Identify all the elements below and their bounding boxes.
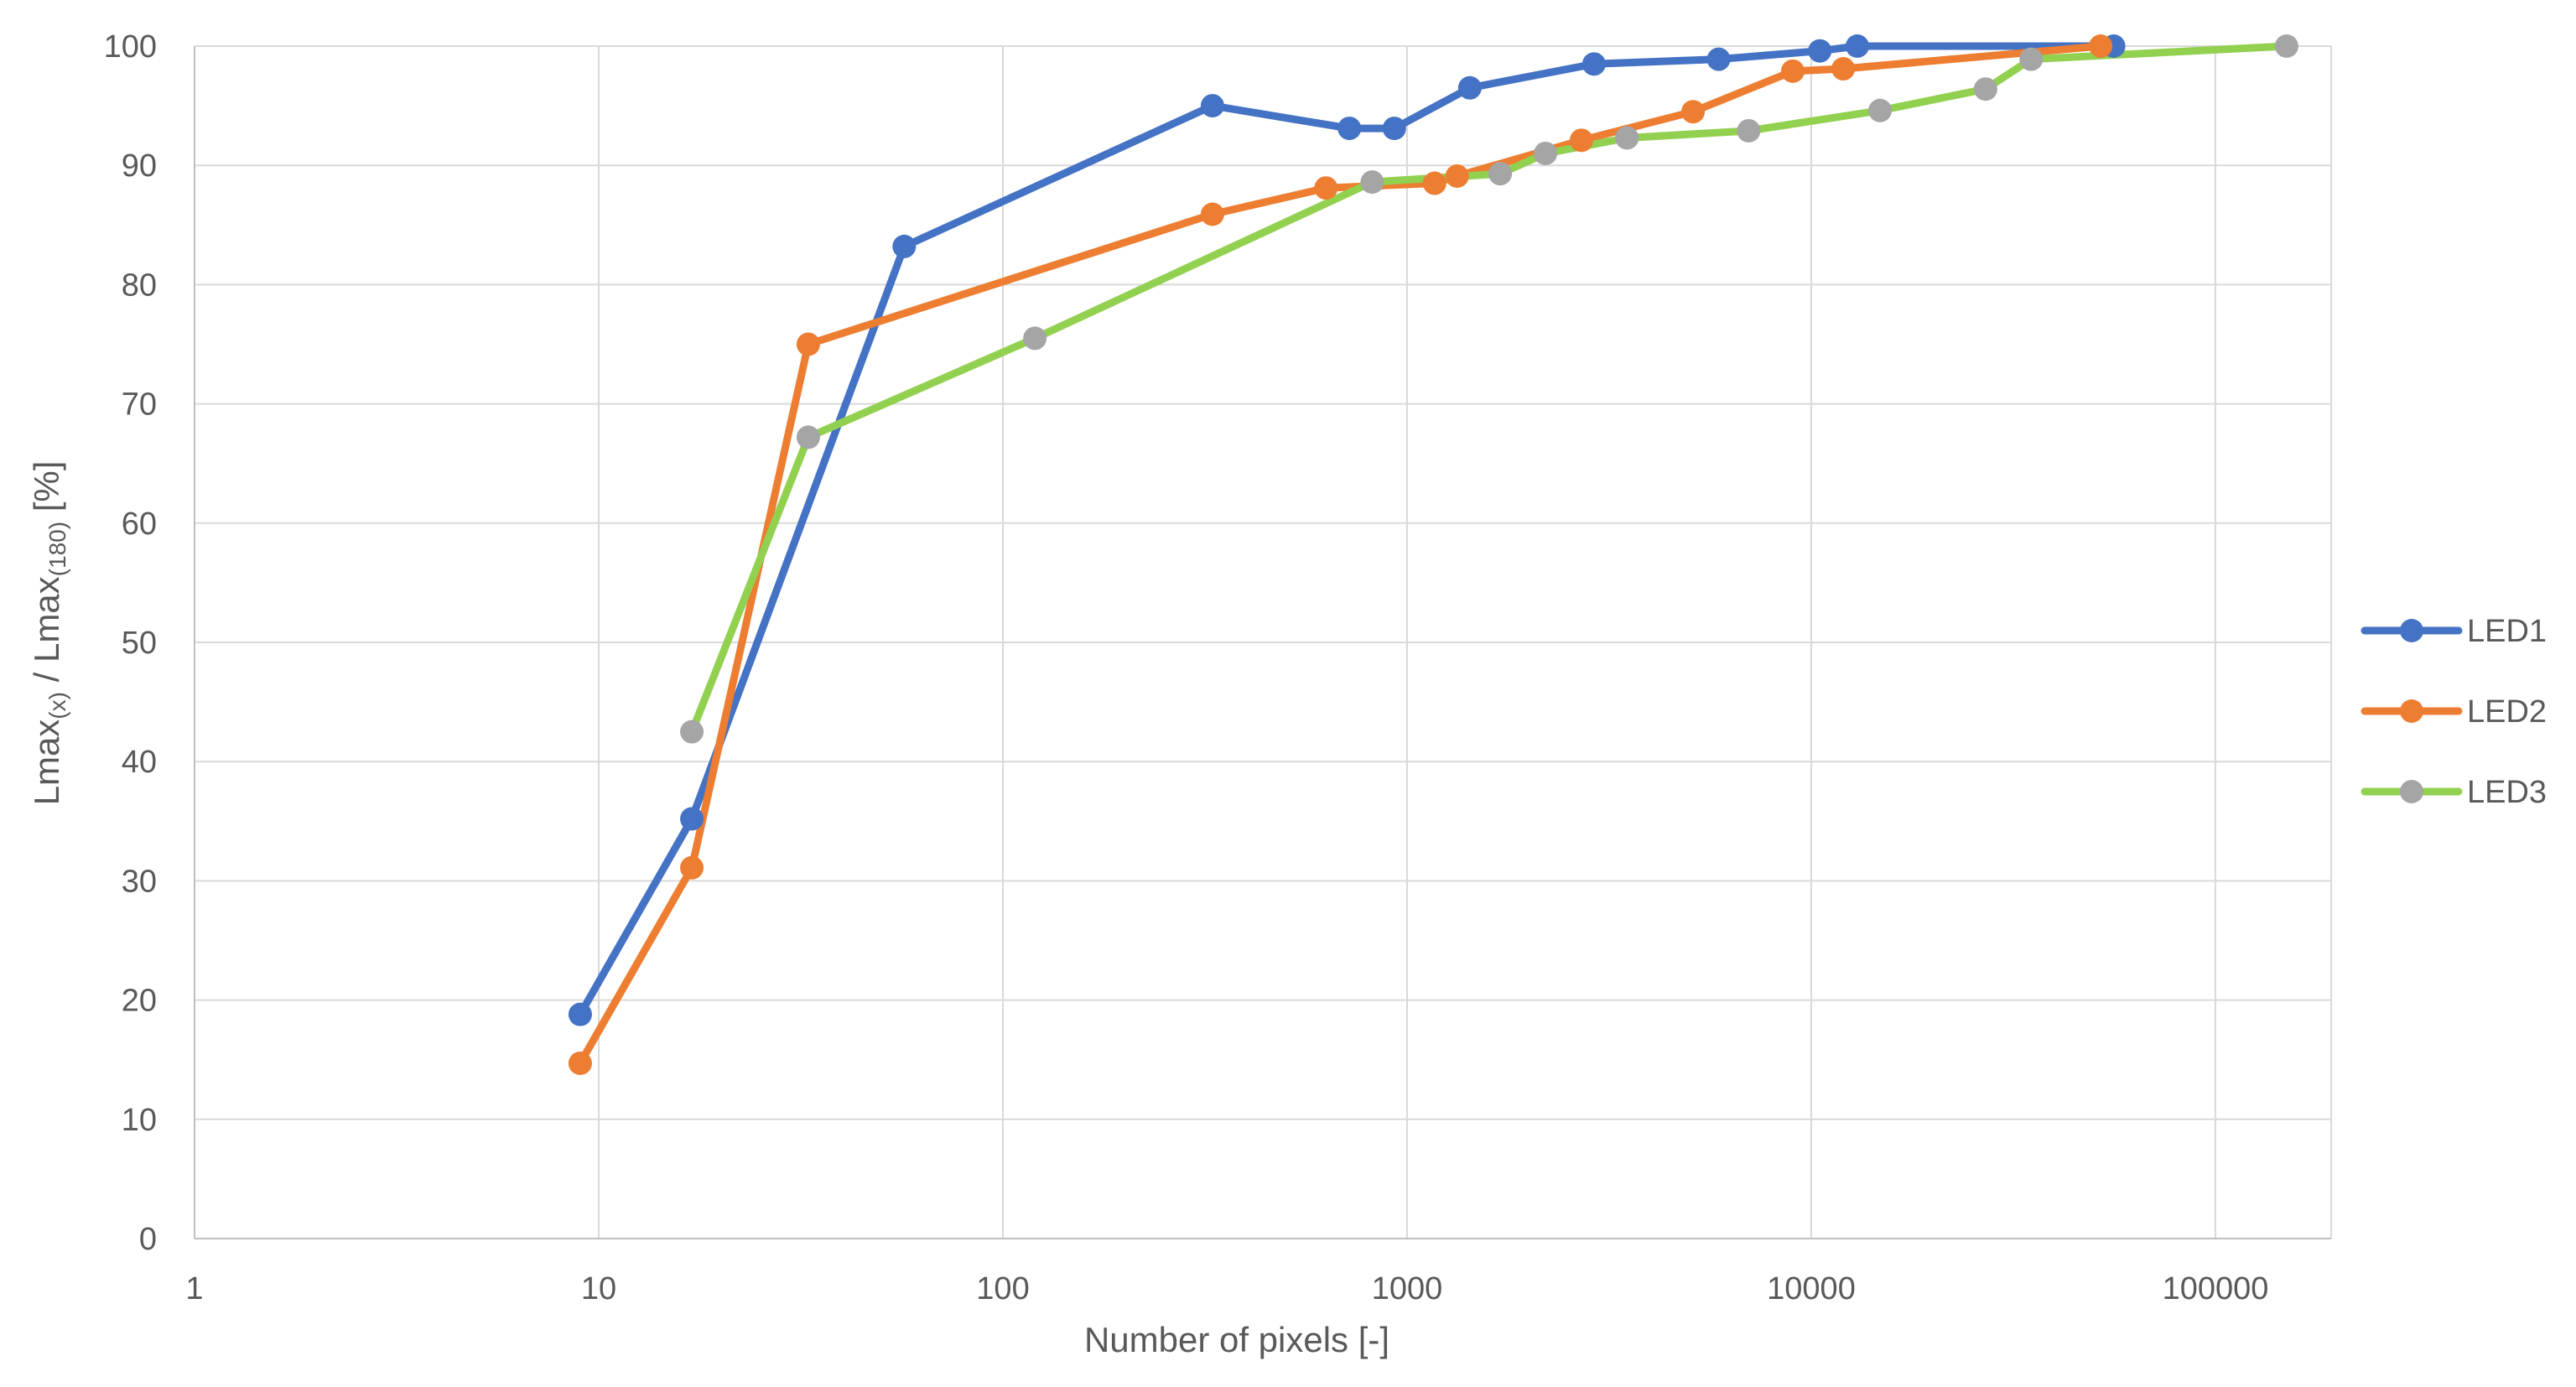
data-point-led1 <box>1845 34 1869 58</box>
legend-label: LED2 <box>2467 694 2547 730</box>
data-point-led3 <box>1868 98 1893 122</box>
y-tick-label: 90 <box>122 148 157 184</box>
legend-swatch-marker <box>2400 699 2423 723</box>
y-tick-label: 40 <box>122 745 157 780</box>
y-tick-label: 60 <box>122 506 157 542</box>
x-axis-title: Number of pixels [-] <box>1084 1320 1389 1359</box>
legend-item-led2: LED2 <box>2360 694 2547 730</box>
series-points <box>568 34 2298 1075</box>
data-point-led2 <box>1780 59 1805 83</box>
data-point-led2 <box>1422 171 1446 195</box>
data-point-led3 <box>1360 170 1384 195</box>
data-point-led2 <box>568 1051 592 1075</box>
data-point-led1 <box>1706 47 1731 71</box>
series-line-led3 <box>688 42 2291 736</box>
data-point-led1 <box>1581 52 1606 76</box>
axes <box>194 46 2331 1239</box>
legend-item-led3: LED3 <box>2360 775 2547 810</box>
data-point-led2 <box>1200 202 1224 226</box>
y-tick-label: 0 <box>139 1222 157 1257</box>
data-point-led1 <box>1337 117 1362 141</box>
data-point-led2 <box>1569 128 1593 153</box>
x-tick-labels: 1 10 100 1000 10000 100000 <box>185 1271 2268 1306</box>
y-tick-label: 70 <box>122 387 157 423</box>
y-tick-label: 20 <box>122 984 157 1019</box>
data-point-led2 <box>680 855 704 880</box>
legend-label: LED1 <box>2467 614 2547 649</box>
legend-item-led1: LED1 <box>2360 614 2547 649</box>
y-tick-label: 80 <box>122 268 157 303</box>
data-point-led3 <box>1534 141 1558 165</box>
y-tick-label: 30 <box>122 864 157 899</box>
legend-swatch-marker <box>2400 619 2423 642</box>
data-point-led3 <box>1737 118 1761 143</box>
data-point-led1 <box>680 807 704 831</box>
y-tick-labels: 0 10 20 30 40 50 60 70 80 90 100 <box>104 29 157 1257</box>
y-axis-title-part: Lmax <box>27 719 66 806</box>
x-tick-label: 100000 <box>2163 1271 2269 1306</box>
x-tick-label: 10 <box>581 1271 616 1306</box>
data-point-led1 <box>892 234 917 258</box>
data-point-led3 <box>796 425 820 449</box>
series-lines <box>576 42 2291 1068</box>
legend-label: LED3 <box>2467 775 2547 810</box>
data-point-led3 <box>1973 77 1997 101</box>
data-point-led2 <box>796 332 820 356</box>
data-point-led2 <box>1681 100 1706 124</box>
data-point-led1 <box>1382 117 1406 141</box>
y-tick-label: 50 <box>122 626 157 661</box>
grid-lines <box>195 45 2332 1239</box>
legend-swatch-marker <box>2400 780 2423 803</box>
data-point-led1 <box>1200 94 1224 118</box>
data-point-led3 <box>1488 162 1513 186</box>
data-point-led3 <box>2019 47 2044 71</box>
y-axis-title-part: [%] <box>27 461 66 522</box>
data-point-led3 <box>1615 126 1639 150</box>
data-point-led1 <box>1808 39 1832 63</box>
data-point-led3 <box>2274 34 2298 58</box>
x-tick-label: 1 <box>185 1271 203 1306</box>
data-point-led3 <box>1023 326 1047 351</box>
y-axis-title-subscript: (x) <box>44 692 70 719</box>
legend: LED1 LED2 LED3 <box>2360 614 2547 810</box>
y-axis-title-part: / Lmax <box>27 576 66 692</box>
y-axis-title: Lmax(x) / Lmax(180) [%] <box>27 461 70 806</box>
data-point-led2 <box>2089 34 2113 58</box>
x-tick-label: 100 <box>976 1271 1029 1306</box>
y-tick-label: 10 <box>122 1103 157 1138</box>
data-point-led3 <box>680 719 704 744</box>
data-point-led2 <box>1445 164 1469 188</box>
x-tick-label: 10000 <box>1767 1271 1856 1306</box>
y-axis-title-subscript: (180) <box>44 522 70 576</box>
data-point-led1 <box>1457 75 1482 100</box>
y-tick-label: 100 <box>104 29 157 65</box>
data-point-led2 <box>1831 57 1856 81</box>
data-point-led2 <box>1314 176 1338 200</box>
data-point-led1 <box>568 1002 592 1026</box>
x-tick-label: 1000 <box>1372 1271 1443 1306</box>
